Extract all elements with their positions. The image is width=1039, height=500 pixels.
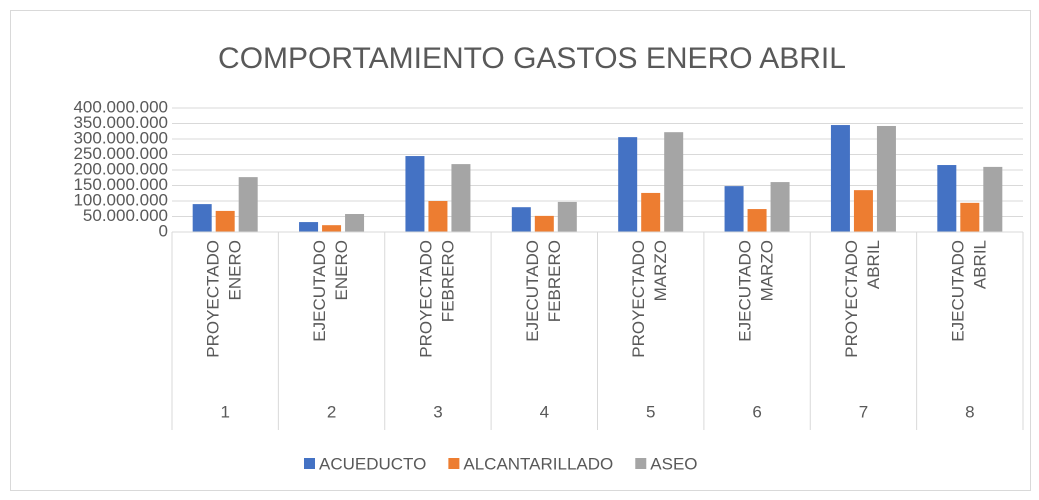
y-tick-label: 200.000.000 xyxy=(73,159,168,178)
y-tick-label: 300.000.000 xyxy=(73,128,168,147)
x-tick-label: EJECUTADO xyxy=(523,240,542,342)
bar xyxy=(238,177,258,232)
x-tick-label: MARZO xyxy=(758,240,777,301)
x-group-label: 2 xyxy=(327,402,336,421)
x-group-label: 8 xyxy=(965,402,974,421)
legend-label: ASEO xyxy=(650,454,697,473)
x-group-label: 1 xyxy=(220,402,229,421)
bar xyxy=(511,207,531,232)
bar xyxy=(876,125,896,232)
x-tick-label: ENERO xyxy=(332,240,351,300)
bar xyxy=(747,209,767,232)
x-group-label: 4 xyxy=(540,402,549,421)
bar xyxy=(830,125,850,232)
y-tick-label: 0 xyxy=(159,221,168,240)
x-tick-label: ENERO xyxy=(226,240,245,300)
bar xyxy=(618,137,638,232)
bar xyxy=(534,215,554,232)
x-tick-label: PROYECTADO xyxy=(416,240,435,358)
bar xyxy=(853,190,873,232)
bar xyxy=(345,214,365,232)
bar xyxy=(664,132,684,232)
x-tick-label: PROYECTADO xyxy=(629,240,648,358)
bar xyxy=(192,204,212,232)
x-tick-label: EJECUTADO xyxy=(736,240,755,342)
x-tick-label: PROYECTADO xyxy=(204,240,223,358)
bar xyxy=(983,166,1003,232)
bar xyxy=(428,201,448,232)
y-tick-label: 100.000.000 xyxy=(73,190,168,209)
legend-swatch xyxy=(304,458,315,469)
x-tick-label: PROYECTADO xyxy=(842,240,861,358)
x-group-label: 3 xyxy=(433,402,442,421)
x-tick-label: EJECUTADO xyxy=(310,240,329,342)
bar xyxy=(960,202,980,232)
bar xyxy=(770,182,790,232)
bar xyxy=(451,164,471,232)
y-tick-label: 250.000.000 xyxy=(73,144,168,163)
legend-swatch xyxy=(448,458,460,469)
x-group-label: 5 xyxy=(646,402,655,421)
bar xyxy=(405,156,425,232)
x-tick-label: ABRIL xyxy=(864,240,883,289)
chart-border xyxy=(10,10,1031,491)
y-tick-label: 50.000.000 xyxy=(83,206,168,225)
x-group-label: 7 xyxy=(859,402,868,421)
bar xyxy=(557,201,577,232)
y-tick-label: 350.000.000 xyxy=(73,113,168,132)
x-tick-label: ABRIL xyxy=(970,240,989,289)
legend-swatch xyxy=(635,458,647,469)
x-tick-label: MARZO xyxy=(651,240,670,301)
legend-label: ALCANTARILLADO xyxy=(463,454,613,473)
y-tick-label: 150.000.000 xyxy=(73,175,168,194)
x-tick-label: FEBRERO xyxy=(438,240,457,322)
x-group-label: 6 xyxy=(752,402,761,421)
bar xyxy=(299,222,319,232)
chart-title: COMPORTAMIENTO GASTOS ENERO ABRIL xyxy=(218,42,846,75)
bar xyxy=(937,165,957,232)
bar xyxy=(322,225,342,232)
legend-label: ACUEDUCTO xyxy=(319,454,426,473)
bar xyxy=(641,192,661,232)
bar xyxy=(215,210,235,232)
x-tick-label: FEBRERO xyxy=(545,240,564,322)
x-tick-label: EJECUTADO xyxy=(948,240,967,342)
bar xyxy=(724,186,744,232)
y-tick-label: 400.000.000 xyxy=(73,97,168,116)
